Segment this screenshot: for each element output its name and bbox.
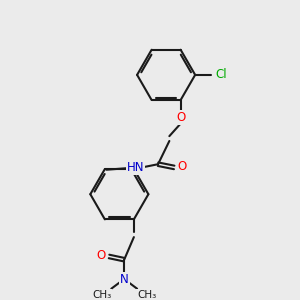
Text: CH₃: CH₃ [92, 290, 111, 300]
Text: HN: HN [127, 161, 144, 174]
Text: O: O [176, 111, 185, 124]
Text: N: N [120, 272, 129, 286]
Text: O: O [96, 249, 105, 262]
Text: O: O [178, 160, 187, 173]
Text: Cl: Cl [215, 68, 227, 81]
Text: CH₃: CH₃ [137, 290, 156, 300]
